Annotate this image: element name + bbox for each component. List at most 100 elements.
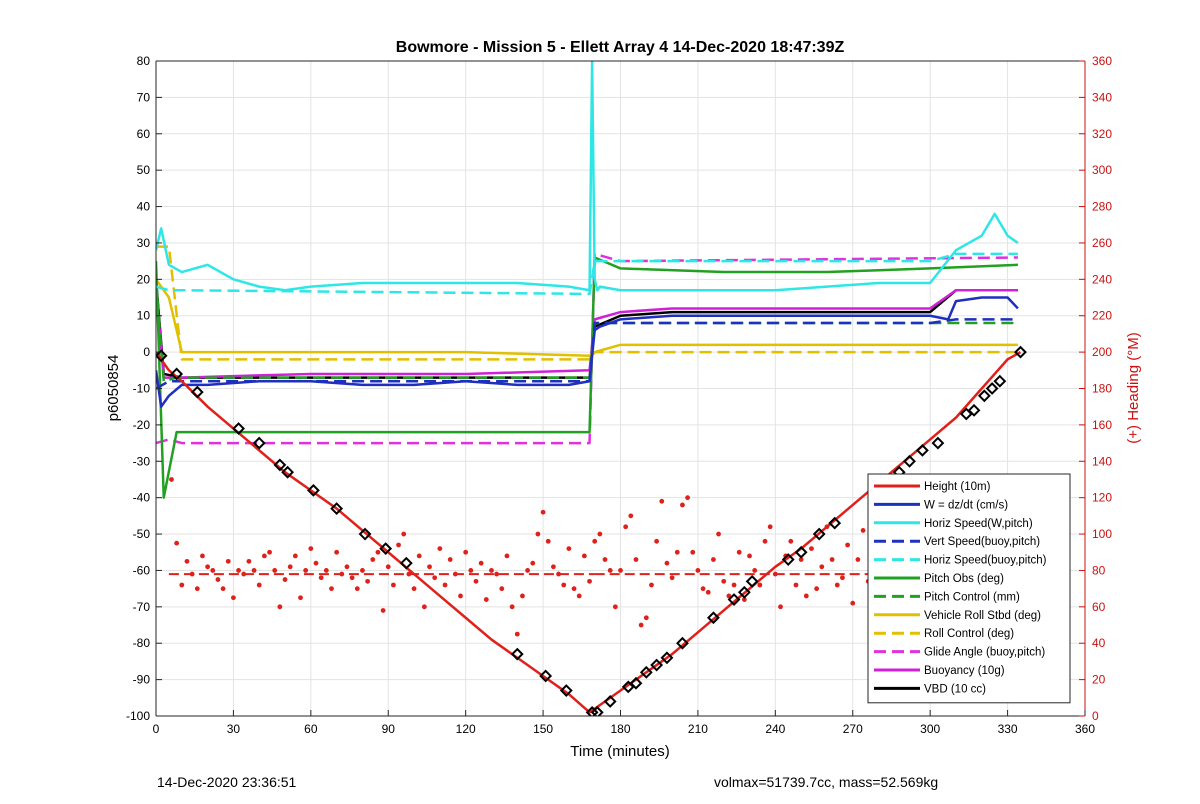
- dive-marker: [358, 527, 372, 541]
- y2-tick-label: 20: [1092, 673, 1106, 687]
- heading-point: [540, 509, 546, 515]
- heading-point: [261, 553, 267, 559]
- heading-point: [220, 586, 226, 592]
- heading-point: [731, 582, 737, 588]
- series-line: [156, 256, 1018, 499]
- heading-point: [267, 549, 272, 555]
- heading-point: [788, 538, 794, 544]
- heading-point: [504, 553, 510, 559]
- dive-marker: [510, 647, 524, 661]
- y2-tick-label: 300: [1092, 163, 1112, 177]
- dive-marker: [650, 658, 664, 672]
- heading-point: [194, 586, 200, 592]
- heading-point: [323, 568, 329, 573]
- heading-point: [308, 546, 314, 552]
- dive-marker: [828, 516, 842, 530]
- heading-point: [721, 578, 727, 584]
- y-tick-label: -80: [133, 636, 151, 650]
- heading-point: [396, 542, 401, 548]
- heading-point: [494, 571, 500, 577]
- y-tick-label: 20: [137, 272, 151, 286]
- heading-point: [478, 560, 484, 566]
- heading-point: [716, 531, 721, 537]
- y2-tick-label: 320: [1092, 127, 1112, 141]
- y-tick-label: -90: [133, 673, 151, 687]
- heading-point: [571, 586, 577, 592]
- dive-marker: [993, 374, 1007, 388]
- heading-point: [520, 593, 525, 599]
- series-line: [156, 279, 1018, 379]
- y2-tick-label: 80: [1092, 563, 1106, 577]
- heading-point: [411, 586, 417, 592]
- heading-point: [282, 577, 288, 582]
- heading-point: [752, 568, 758, 573]
- heading-point: [793, 582, 799, 588]
- x-tick-label: 300: [920, 722, 940, 736]
- heading-point: [313, 560, 319, 566]
- heading-point: [514, 631, 520, 637]
- heading-point: [741, 597, 747, 602]
- y-tick-label: -10: [133, 382, 151, 396]
- y-tick-label: 30: [137, 236, 151, 250]
- x-tick-label: 240: [765, 722, 785, 736]
- x-tick-label: 270: [843, 722, 863, 736]
- y2-tick-label: 240: [1092, 272, 1112, 286]
- heading-point: [169, 477, 174, 482]
- heading-point: [375, 549, 381, 555]
- dive-marker: [590, 705, 604, 716]
- y-tick-label: -50: [133, 527, 151, 541]
- dive-marker: [706, 611, 720, 625]
- footer-stats: volmax=51739.7cc, mass=52.569kg: [714, 774, 939, 790]
- heading-point: [767, 524, 773, 530]
- y-tick-label: -20: [133, 418, 151, 432]
- dive-marker: [306, 483, 320, 497]
- heading-point: [447, 557, 453, 562]
- heading-point: [762, 538, 768, 544]
- heading-point: [581, 553, 587, 559]
- heading-point: [643, 615, 649, 621]
- heading-point: [628, 513, 634, 519]
- x-tick-label: 330: [998, 722, 1018, 736]
- heading-point: [535, 531, 541, 537]
- heading-point: [809, 546, 814, 552]
- heading-point: [458, 593, 463, 599]
- heading-point: [489, 568, 494, 573]
- dive-marker: [660, 651, 674, 665]
- dive-marker: [232, 422, 245, 435]
- legend-label: Vert Speed(buoy,pitch): [924, 536, 1040, 548]
- heading-point: [205, 564, 211, 570]
- legend-label: Horiz Speed(buoy,pitch): [924, 555, 1047, 567]
- heading-point: [437, 546, 443, 552]
- heading-point: [334, 549, 340, 555]
- dive-marker: [1014, 345, 1027, 359]
- series-line: [156, 279, 1018, 383]
- dive-marker: [629, 676, 643, 690]
- legend-label: VBD (10 cc): [924, 683, 986, 695]
- series-line: [156, 296, 1019, 408]
- heading-point: [406, 571, 412, 577]
- heading-point: [349, 575, 355, 581]
- dive-marker: [273, 458, 287, 472]
- y2-tick-label: 340: [1092, 90, 1112, 104]
- y2-tick-label: 180: [1092, 382, 1112, 396]
- y2-tick-label: 280: [1092, 200, 1112, 214]
- dive-marker: [745, 574, 759, 588]
- x-tick-label: 60: [304, 722, 318, 736]
- dive-marker: [281, 465, 295, 479]
- series-line: [156, 318, 1018, 390]
- heading-point: [200, 553, 205, 559]
- y-tick-label: -70: [133, 600, 151, 614]
- y-tick-label: -60: [133, 563, 151, 577]
- x-tick-label: 180: [610, 722, 630, 736]
- dive-marker: [170, 367, 184, 381]
- heading-point: [556, 571, 561, 577]
- heading-point: [277, 604, 283, 610]
- heading-point: [695, 568, 701, 573]
- legend-box: [867, 473, 1071, 704]
- heading-point: [241, 571, 247, 577]
- dive-marker: [977, 389, 991, 403]
- y-tick-label: 70: [137, 90, 151, 104]
- dive-marker: [903, 454, 916, 468]
- heading-point: [664, 560, 670, 566]
- heading-point: [680, 502, 685, 508]
